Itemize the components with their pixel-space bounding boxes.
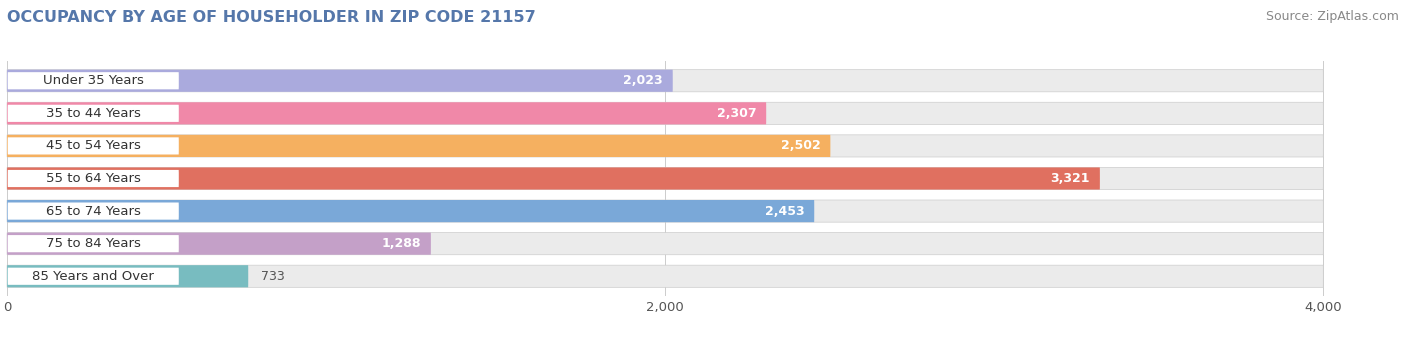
- FancyBboxPatch shape: [7, 105, 179, 122]
- FancyBboxPatch shape: [7, 235, 179, 252]
- FancyBboxPatch shape: [7, 102, 1323, 124]
- Text: OCCUPANCY BY AGE OF HOUSEHOLDER IN ZIP CODE 21157: OCCUPANCY BY AGE OF HOUSEHOLDER IN ZIP C…: [7, 10, 536, 25]
- FancyBboxPatch shape: [7, 265, 249, 287]
- Text: Under 35 Years: Under 35 Years: [42, 74, 143, 87]
- FancyBboxPatch shape: [7, 70, 672, 92]
- FancyBboxPatch shape: [7, 135, 1323, 157]
- FancyBboxPatch shape: [7, 233, 430, 255]
- FancyBboxPatch shape: [7, 167, 1099, 190]
- FancyBboxPatch shape: [7, 200, 814, 222]
- FancyBboxPatch shape: [7, 203, 179, 220]
- Text: 45 to 54 Years: 45 to 54 Years: [46, 139, 141, 152]
- Text: 1,288: 1,288: [381, 237, 420, 250]
- Text: 2,307: 2,307: [717, 107, 756, 120]
- Text: 2,502: 2,502: [780, 139, 821, 152]
- FancyBboxPatch shape: [7, 72, 179, 89]
- Text: 65 to 74 Years: 65 to 74 Years: [46, 205, 141, 218]
- FancyBboxPatch shape: [7, 167, 1323, 190]
- FancyBboxPatch shape: [7, 233, 1323, 255]
- FancyBboxPatch shape: [7, 170, 179, 187]
- Text: 85 Years and Over: 85 Years and Over: [32, 270, 155, 283]
- FancyBboxPatch shape: [7, 70, 1323, 92]
- Text: 2,023: 2,023: [623, 74, 662, 87]
- Text: 75 to 84 Years: 75 to 84 Years: [46, 237, 141, 250]
- FancyBboxPatch shape: [7, 265, 1323, 287]
- FancyBboxPatch shape: [7, 137, 179, 154]
- Text: 35 to 44 Years: 35 to 44 Years: [46, 107, 141, 120]
- Text: 2,453: 2,453: [765, 205, 804, 218]
- Text: 55 to 64 Years: 55 to 64 Years: [46, 172, 141, 185]
- FancyBboxPatch shape: [7, 135, 831, 157]
- Text: Source: ZipAtlas.com: Source: ZipAtlas.com: [1265, 10, 1399, 23]
- Text: 3,321: 3,321: [1050, 172, 1090, 185]
- Text: 733: 733: [262, 270, 285, 283]
- FancyBboxPatch shape: [7, 268, 179, 285]
- FancyBboxPatch shape: [7, 102, 766, 124]
- FancyBboxPatch shape: [7, 200, 1323, 222]
